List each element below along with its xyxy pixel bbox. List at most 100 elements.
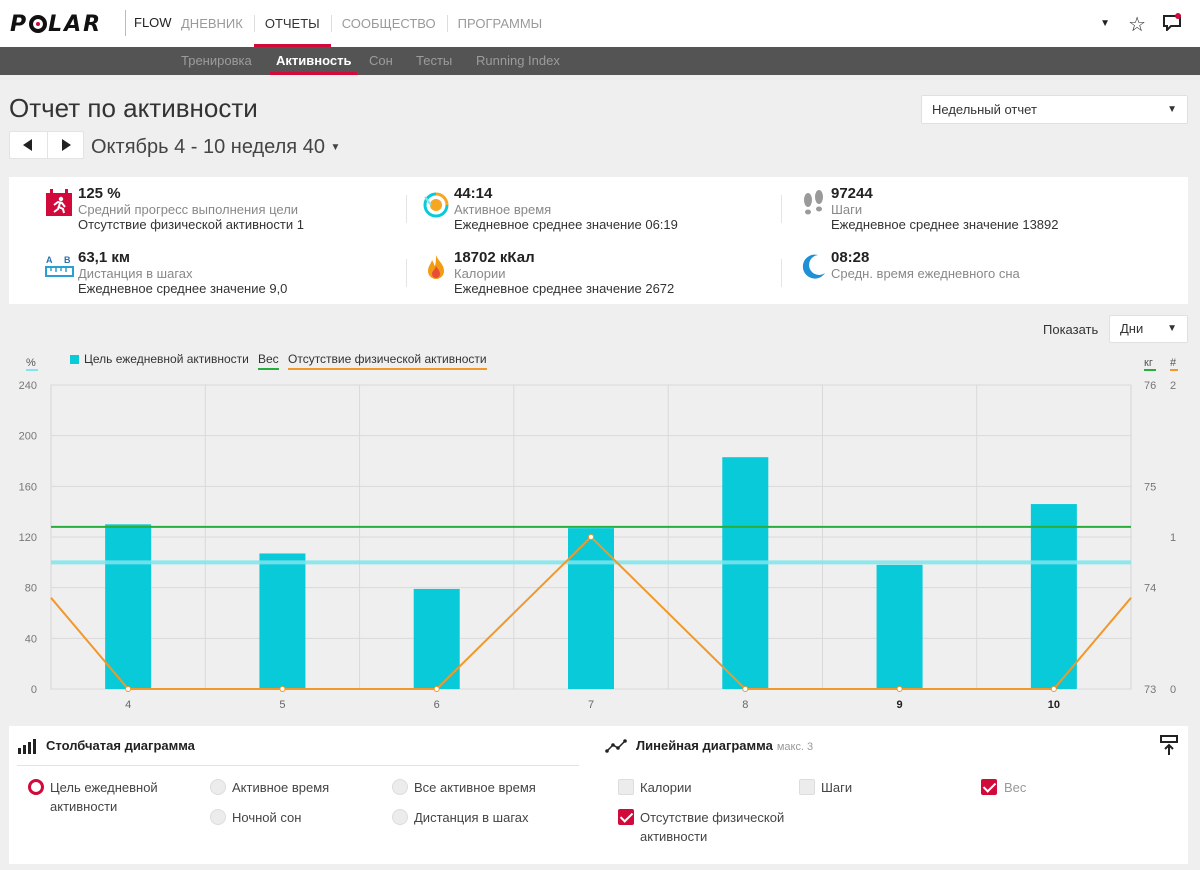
stat-active-time: 44:14 Активное время Ежедневное среднее … — [421, 185, 781, 235]
option-night-sleep[interactable]: Ночной сон — [232, 810, 302, 825]
left-axis-unit: % — [26, 357, 36, 369]
right-kg-tick-label: 73 — [1144, 684, 1156, 696]
right-kg-tick-label: 74 — [1144, 583, 1156, 595]
option-all-active-time[interactable]: Все активное время — [414, 780, 536, 795]
nav-programs[interactable]: ПРОГРАММЫ — [446, 0, 554, 47]
next-week-button[interactable] — [46, 132, 84, 158]
stat-label: Шаги — [831, 202, 863, 217]
active-time-icon — [423, 192, 449, 218]
left-tick-label: 40 — [25, 633, 37, 645]
stat-label: Средний прогресс выполнения цели — [78, 202, 299, 217]
stat-steps: 97244 Шаги Ежедневное среднее значение 1… — [798, 185, 1158, 235]
checkbox-steps[interactable] — [799, 779, 815, 795]
nav-diary[interactable]: ДНЕВНИК — [181, 16, 243, 31]
line-chart-title: Линейная диаграмма макс. 3 — [636, 738, 813, 753]
option-calories[interactable]: Калории — [640, 780, 692, 795]
option-weight[interactable]: Вес — [1004, 780, 1027, 795]
inactivity-point — [1050, 686, 1057, 692]
left-tick-label: 240 — [19, 380, 37, 392]
x-tick-label: 9 — [897, 699, 903, 711]
bar — [1030, 504, 1077, 689]
stat-value: 44:14 — [454, 185, 493, 202]
arrow-right-icon — [61, 139, 71, 151]
x-tick-label: 7 — [588, 699, 594, 711]
product-name: FLOW — [125, 10, 172, 36]
bar-chart-title-text: Столбчатая диаграмма — [46, 738, 195, 753]
stat-label: Дистанция в шагах — [78, 266, 193, 281]
inactivity-point — [279, 686, 286, 692]
checkbox-inactivity[interactable] — [618, 809, 634, 825]
line-chart-hint: макс. 3 — [776, 741, 814, 753]
svg-text:A: A — [46, 255, 53, 265]
account-dropdown-icon[interactable]: ▼ — [1100, 18, 1110, 29]
stat-value: 18702 кКал — [454, 249, 535, 266]
checkbox-weight[interactable] — [981, 779, 997, 795]
caret-down-icon: ▼ — [330, 142, 341, 154]
bar-chart-title: Столбчатая диаграмма — [46, 738, 195, 753]
stat-label: Средн. время ежедневного сна — [831, 266, 1020, 281]
bar — [568, 528, 614, 689]
previous-week-button[interactable] — [10, 132, 47, 158]
star-icon[interactable]: ☆ — [1128, 14, 1146, 36]
right-kg-tick-label: 75 — [1144, 481, 1156, 493]
nav-community[interactable]: СООБЩЕСТВО — [330, 0, 447, 47]
subnav-sleep[interactable]: Сон — [369, 53, 393, 68]
right-kg-tick-label: 76 — [1144, 380, 1156, 392]
stat-goal-progress: 125 % Средний прогресс выполнения цели О… — [45, 185, 405, 235]
subnav-tests[interactable]: Тесты — [416, 53, 453, 68]
divider — [17, 765, 579, 766]
line-chart-title-text: Линейная диаграмма — [636, 738, 773, 753]
week-selector[interactable]: Октябрь 4 - 10 неделя 40 ▼ — [91, 136, 340, 159]
radio-all-active-time[interactable] — [392, 779, 408, 795]
stat-value: 63,1 км — [78, 249, 130, 266]
radio-active-time[interactable] — [210, 779, 226, 795]
activity-summary: 125 % Средний прогресс выполнения цели О… — [9, 177, 1188, 304]
left-tick-label: 0 — [31, 684, 37, 696]
subnav-activity[interactable]: Активность — [269, 47, 358, 75]
left-tick-label: 160 — [19, 481, 37, 493]
radio-night-sleep[interactable] — [210, 809, 226, 825]
report-type-select[interactable]: Недельный отчет ▼ — [921, 95, 1188, 124]
right-count-tick-label: 2 — [1170, 380, 1176, 392]
stat-label: Калории — [454, 266, 506, 281]
svg-text:B: B — [64, 255, 71, 265]
calories-icon — [428, 255, 444, 279]
subnav-running-index[interactable]: Running Index — [476, 53, 560, 68]
notification-icon[interactable] — [1162, 13, 1182, 31]
period-select[interactable]: Дни ▼ — [1109, 315, 1188, 343]
stat-sub: Ежедневное среднее значение 9,0 — [78, 281, 288, 296]
main-nav: ДНЕВНИК ОТЧЕТЫ СООБЩЕСТВО ПРОГРАММЫ — [170, 0, 553, 47]
legend-goal: Цель ежедневной активности — [84, 352, 249, 366]
subnav-training[interactable]: Тренировка — [181, 53, 252, 68]
option-active-time[interactable]: Активное время — [232, 780, 330, 795]
count-axis-unit: # — [1170, 357, 1177, 369]
legend-weight: Вес — [258, 352, 279, 366]
inactivity-point — [742, 686, 749, 692]
stat-sub: Ежедневное среднее значение 13892 — [831, 217, 1059, 232]
arrow-left-icon — [23, 139, 32, 151]
stat-calories: 18702 кКал Калории Ежедневное среднее зн… — [421, 249, 781, 299]
week-label: Октябрь 4 - 10 неделя 40 — [91, 136, 325, 158]
export-icon[interactable] — [1159, 734, 1179, 756]
stat-distance: A B 63,1 км Дистанция в шагах Ежедневное… — [45, 249, 405, 299]
radio-step-distance[interactable] — [392, 809, 408, 825]
option-inactivity[interactable]: Отсутствие физической активности — [640, 810, 785, 844]
x-tick-label: 10 — [1048, 699, 1060, 711]
bar-chart-icon — [18, 739, 36, 754]
stat-value: 08:28 — [831, 249, 870, 266]
x-tick-label: 8 — [742, 699, 748, 711]
option-step-distance[interactable]: Дистанция в шагах — [414, 810, 529, 825]
nav-reports[interactable]: ОТЧЕТЫ — [253, 0, 331, 47]
kg-axis-unit: кг — [1144, 357, 1153, 369]
step-distance-icon: A B — [45, 255, 74, 277]
chevron-down-icon: ▼ — [1167, 323, 1177, 334]
radio-daily-goal[interactable] — [28, 779, 44, 795]
polar-logo[interactable]: P LAR — [10, 12, 103, 37]
stat-sub: Отсутствие физической активности 1 — [78, 217, 304, 232]
activity-chart: 0 40 80 120 160 200 240 73 74 75 76 0 1 2% кг # Цель еже… — [0, 345, 1200, 715]
option-daily-goal[interactable]: Цель ежедневной активности — [50, 780, 158, 814]
option-steps[interactable]: Шаги — [821, 780, 853, 795]
checkbox-calories[interactable] — [618, 779, 634, 795]
divider — [781, 195, 782, 223]
